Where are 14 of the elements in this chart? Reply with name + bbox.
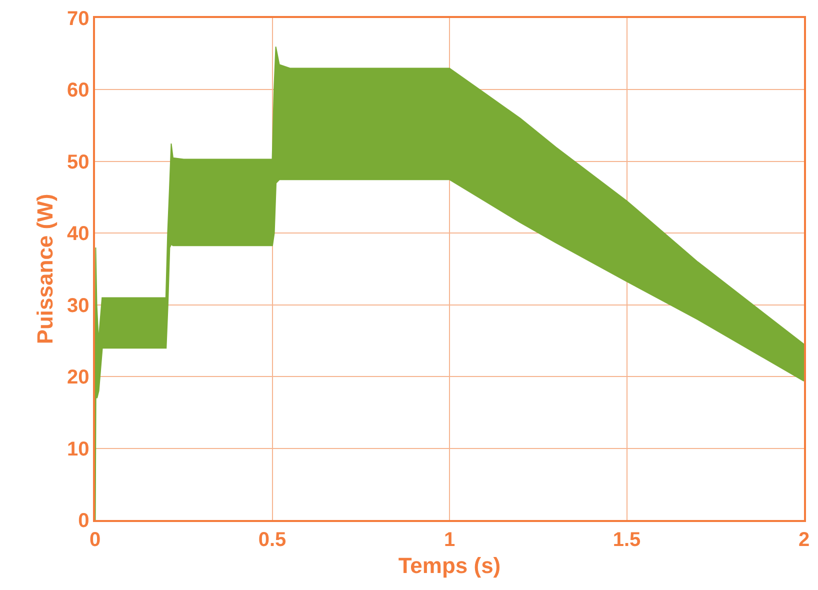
y-tick-label: 60 bbox=[67, 80, 90, 102]
y-tick-label: 20 bbox=[67, 366, 90, 389]
y-tick-label: 50 bbox=[67, 151, 90, 174]
y-tick-label: 70 bbox=[67, 8, 90, 30]
x-tick-label: 0.5 bbox=[258, 528, 286, 551]
x-tick-label: 1 bbox=[444, 528, 456, 551]
x-tick-label: 1.5 bbox=[612, 528, 641, 551]
y-tick-label: 30 bbox=[67, 294, 90, 317]
y-tick-label: 10 bbox=[67, 438, 90, 460]
x-axis-title: Temps (s) bbox=[398, 553, 501, 578]
y-tick-label: 40 bbox=[67, 223, 90, 246]
y-tick-label: 0 bbox=[78, 510, 90, 532]
x-tick-label: 2 bbox=[798, 528, 810, 551]
y-axis-title: Puissance (W) bbox=[32, 194, 58, 344]
